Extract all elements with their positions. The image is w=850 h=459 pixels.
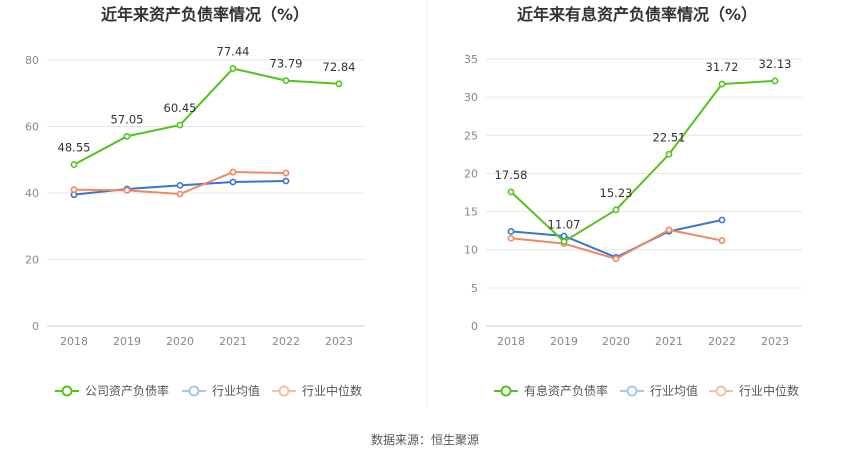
data-label: 72.84 xyxy=(323,60,356,74)
y-tick-label: 35 xyxy=(464,53,478,66)
data-label: 32.13 xyxy=(759,57,792,71)
data-point[interactable] xyxy=(176,121,184,129)
data-label: 73.79 xyxy=(270,57,303,71)
y-tick-label: 0 xyxy=(32,320,39,333)
series-line xyxy=(510,79,776,243)
data-point[interactable] xyxy=(718,80,726,88)
data-source: 数据来源：恒生聚源 xyxy=(371,432,479,447)
series-line xyxy=(510,218,723,259)
legend-item[interactable]: 公司资产负债率 xyxy=(55,383,169,398)
data-label: 48.55 xyxy=(58,141,91,155)
data-label: 17.58 xyxy=(495,168,528,182)
y-tick-label: 10 xyxy=(464,244,478,257)
y-tick-label: 20 xyxy=(464,167,478,180)
x-tick-label: 2019 xyxy=(113,335,141,348)
legend-marker xyxy=(278,385,290,397)
data-label: 11.07 xyxy=(548,218,581,232)
data-point[interactable] xyxy=(176,190,184,198)
y-tick-label: 5 xyxy=(471,282,478,295)
chart-panel-1: 近年来资产负债率情况（%） 0 20 40 60 80 2018 2019 2020 2021 20… xyxy=(25,5,365,398)
legend-marker xyxy=(626,385,638,397)
legend-marker xyxy=(500,385,512,397)
data-point[interactable] xyxy=(176,181,184,189)
data-label: 60.45 xyxy=(164,101,197,115)
data-point[interactable] xyxy=(70,186,78,194)
series-line xyxy=(73,67,340,166)
data-point[interactable] xyxy=(229,178,237,186)
chart-title: 近年来有息资产负债率情况（%） xyxy=(517,5,757,24)
legend-item[interactable]: 有息资产负债率 xyxy=(494,383,608,398)
data-point[interactable] xyxy=(282,169,290,177)
legend-marker xyxy=(715,385,727,397)
legend-label: 行业均值 xyxy=(212,383,260,398)
data-point[interactable] xyxy=(229,168,237,176)
data-point[interactable] xyxy=(718,237,726,244)
data-point[interactable] xyxy=(229,65,237,72)
x-tick-label: 2020 xyxy=(602,335,630,348)
y-tick-label: 40 xyxy=(25,187,39,200)
y-tick-label: 15 xyxy=(464,206,478,219)
data-label: 22.51 xyxy=(653,130,686,144)
y-tick-label: 0 xyxy=(471,320,478,333)
data-point[interactable] xyxy=(282,77,290,85)
data-point[interactable] xyxy=(335,80,343,88)
legend-label: 行业中位数 xyxy=(739,383,799,398)
x-tick-label: 2018 xyxy=(60,335,88,348)
data-point[interactable] xyxy=(282,177,290,185)
data-point[interactable] xyxy=(560,238,568,245)
legend-label: 行业中位数 xyxy=(302,383,362,398)
x-tick-label: 2022 xyxy=(272,335,300,348)
data-point[interactable] xyxy=(718,216,726,224)
y-tick-label: 30 xyxy=(464,91,478,104)
data-point[interactable] xyxy=(665,150,673,158)
x-tick-label: 2023 xyxy=(761,335,789,348)
data-label: 31.72 xyxy=(706,60,739,74)
x-tick-label: 2023 xyxy=(325,335,353,348)
x-tick-label: 2020 xyxy=(166,335,194,348)
data-point[interactable] xyxy=(665,226,673,234)
legend-label: 有息资产负债率 xyxy=(524,383,608,398)
legend-label: 行业均值 xyxy=(650,383,698,398)
x-tick-label: 2021 xyxy=(219,335,247,348)
legend-item[interactable]: 行业均值 xyxy=(620,383,698,398)
data-point[interactable] xyxy=(612,206,620,214)
data-label: 77.44 xyxy=(217,45,250,59)
y-tick-label: 60 xyxy=(25,121,39,134)
x-tick-label: 2022 xyxy=(708,335,736,348)
data-point[interactable] xyxy=(70,161,78,168)
y-tick-label: 25 xyxy=(464,129,478,142)
chart-title: 近年来资产负债率情况（%） xyxy=(101,5,309,24)
data-label: 57.05 xyxy=(111,112,144,126)
legend-item[interactable]: 行业中位数 xyxy=(709,383,799,398)
data-point[interactable] xyxy=(612,255,620,263)
data-point[interactable] xyxy=(507,234,515,242)
legend-label: 公司资产负债率 xyxy=(85,383,169,398)
legend-marker xyxy=(188,385,200,397)
data-point[interactable] xyxy=(507,228,515,235)
data-point[interactable] xyxy=(123,132,131,140)
legend-item[interactable]: 行业均值 xyxy=(182,383,260,398)
data-point[interactable] xyxy=(123,186,131,194)
x-tick-label: 2019 xyxy=(550,335,578,348)
data-label: 15.23 xyxy=(600,186,633,200)
y-tick-label: 80 xyxy=(25,54,39,67)
legend-item[interactable]: 行业中位数 xyxy=(272,383,362,398)
chart-panel-2: 近年来有息资产负债率情况（%） 0 5 10 15 20 25 30 35 2018 2019 202… xyxy=(464,5,802,398)
data-point[interactable] xyxy=(771,77,779,85)
x-tick-label: 2018 xyxy=(497,335,525,348)
y-tick-label: 20 xyxy=(25,254,39,267)
x-tick-label: 2021 xyxy=(655,335,683,348)
legend-marker xyxy=(61,385,73,397)
data-point[interactable] xyxy=(507,188,515,196)
data-point[interactable] xyxy=(560,232,568,240)
